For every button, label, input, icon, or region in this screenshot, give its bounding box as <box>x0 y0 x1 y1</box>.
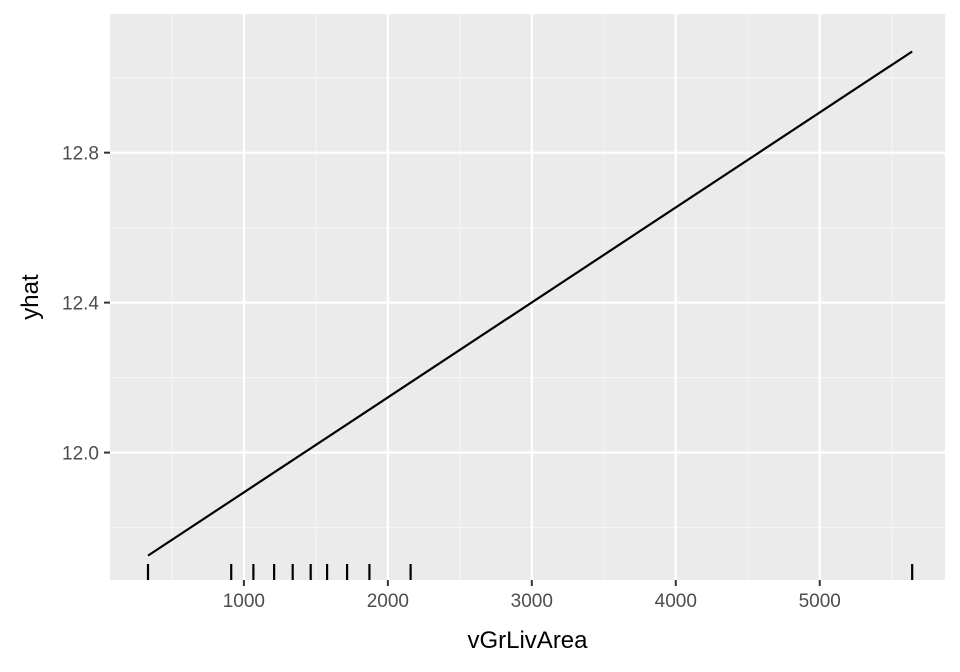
y-tick-label: 12.8 <box>62 144 99 165</box>
x-tick-label: 5000 <box>799 591 841 612</box>
x-axis: 1000 2000 3000 4000 5000 <box>223 580 841 612</box>
y-tick-label: 12.0 <box>62 444 99 465</box>
x-tick-label: 4000 <box>655 591 697 612</box>
rug-layer <box>146 564 914 580</box>
minor-grid <box>110 14 945 580</box>
major-grid <box>110 14 945 580</box>
series-layer <box>147 50 913 557</box>
series-line <box>147 50 913 557</box>
x-axis-title: vGrLivArea <box>467 627 588 654</box>
x-tick-label: 1000 <box>223 591 265 612</box>
x-tick-label: 2000 <box>367 591 409 612</box>
x-tick-label: 3000 <box>511 591 553 612</box>
y-axis: 12.0 12.4 12.8 <box>62 144 110 465</box>
y-axis-title: yhat <box>17 274 44 320</box>
y-tick-label: 12.4 <box>62 294 99 315</box>
plot-panel <box>110 14 945 580</box>
